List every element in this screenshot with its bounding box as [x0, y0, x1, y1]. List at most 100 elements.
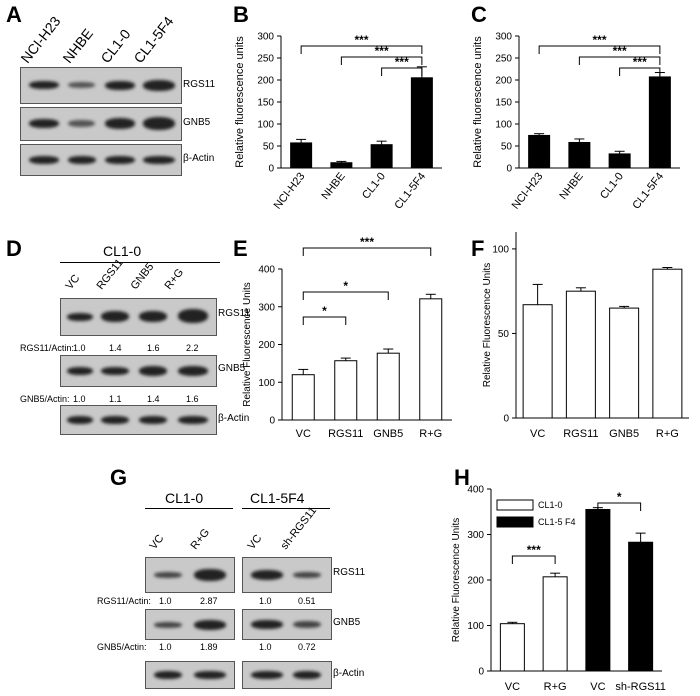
panel-label-g: G: [110, 465, 128, 490]
blot-actin-cl15f4: [242, 661, 332, 689]
bar-h: [542, 576, 568, 672]
x-tick-label-h: R+G: [544, 681, 567, 693]
x-tick-label-c: NHBE: [557, 170, 585, 201]
y-axis-label-b: Relative fluorescence units: [234, 36, 246, 168]
significance-label-b: ***: [354, 33, 368, 47]
y-tick-label-e: 300: [258, 302, 275, 313]
significance-label-c: ***: [592, 33, 606, 47]
y-tick-label-c: 200: [495, 76, 512, 87]
group-label: CL1-0: [165, 490, 204, 506]
x-tick-label-h: sh-RGS11: [615, 681, 666, 693]
y-tick-label-f: 100: [492, 244, 509, 255]
significance-label-e: *: [322, 304, 327, 318]
significance-bracket-b: [340, 56, 423, 65]
blot-label: β-Actin: [218, 413, 250, 424]
y-tick-label-b: 50: [263, 142, 275, 153]
blot-rgs11-cl15f4: [242, 557, 332, 593]
y-tick-label-e: 100: [258, 378, 275, 389]
y-tick-label-b: 300: [257, 32, 274, 43]
blot-gnb5-cl10: [145, 609, 235, 640]
y-tick-label-b: 250: [257, 54, 274, 65]
ratio-value: 1.0: [73, 394, 86, 404]
ratio-label: RGS11/Actin:: [97, 596, 151, 606]
y-tick-label-e: 400: [258, 265, 275, 276]
y-axis-label-h: Relative Fluorescence Units: [451, 518, 462, 643]
y-tick-label-c: 100: [495, 120, 512, 131]
significance-bracket-b: [300, 45, 423, 54]
y-tick-label-f: 0: [503, 414, 509, 425]
ratio-value: 1.6: [147, 343, 160, 353]
legend-swatch-h: [496, 516, 534, 528]
x-tick-label-f: VC: [530, 428, 545, 440]
blot-gnb5: [20, 107, 182, 141]
legend-swatch-h: [496, 499, 534, 511]
ratio-label: RGS11/Actin:: [20, 343, 74, 353]
bar-e: [291, 374, 315, 421]
x-tick-label-e: R+G: [419, 428, 442, 440]
group-line: [242, 508, 330, 509]
y-axis-label-e: Relative Fluorescence Units: [242, 282, 253, 407]
y-tick-label-h: 0: [478, 667, 484, 678]
y-tick-label-b: 100: [257, 120, 274, 131]
y-tick-label-e: 200: [258, 340, 275, 351]
blot-rgs11-cl10: [145, 557, 235, 593]
x-tick-label-b: NCI-H23: [272, 170, 308, 211]
ratio-value: 1.1: [109, 394, 122, 404]
panel-label-a: A: [6, 2, 22, 27]
bar-c: [528, 134, 551, 169]
bar-f: [609, 307, 640, 419]
bar-e: [376, 352, 400, 421]
x-tick-label-f: RGS11: [563, 428, 598, 440]
blot-label: GNB5: [333, 617, 361, 628]
group-line: [60, 262, 220, 263]
blot-label: RGS11: [333, 567, 366, 578]
bar-b: [370, 144, 393, 169]
blot-label: RGS11: [183, 79, 216, 90]
blot-gnb5: [60, 355, 217, 387]
bar-f: [522, 304, 553, 419]
legend-label-h: CL1-5 F4: [538, 517, 576, 527]
panel-label-e: E: [233, 236, 248, 261]
x-tick-label-f: GNB5: [609, 428, 639, 440]
blot-rgs11: [20, 67, 182, 104]
bar-c: [608, 153, 631, 169]
panel-label-c: C: [471, 2, 487, 27]
significance-label-b: ***: [375, 44, 389, 58]
significance-bracket-c: [538, 45, 661, 54]
significance-label-c: ***: [613, 44, 627, 58]
group-label: CL1-0: [103, 243, 142, 259]
significance-label-e: *: [343, 279, 348, 293]
y-tick-label-h: 100: [467, 621, 484, 632]
x-tick-label-h: VC: [505, 681, 520, 693]
blot-rgs11: [60, 298, 217, 336]
blot-actin: [60, 405, 217, 435]
significance-bracket-c: [578, 56, 661, 65]
significance-bracket-e: [302, 291, 389, 300]
bar-b: [410, 77, 433, 169]
bar-h: [499, 623, 525, 672]
y-tick-label-b: 200: [257, 76, 274, 87]
y-tick-label-h: 300: [467, 530, 484, 541]
ratio-value: 1.89: [200, 642, 218, 652]
y-tick-label-c: 0: [506, 164, 512, 175]
y-tick-label-b: 150: [257, 98, 274, 109]
significance-bracket-c: [619, 67, 661, 76]
ratio-value: 1.4: [147, 394, 160, 404]
blot-label: RGS11: [218, 308, 251, 319]
bar-f: [565, 290, 596, 419]
panel-label-f: F: [471, 236, 485, 261]
bar-f: [652, 268, 683, 419]
y-tick-label-h: 400: [467, 485, 484, 496]
group-line: [145, 508, 233, 509]
blot-actin-cl10: [145, 661, 235, 689]
bar-e: [334, 360, 358, 421]
significance-bracket-h: [597, 502, 642, 511]
ratio-value: 1.4: [109, 343, 122, 353]
y-tick-label-c: 50: [501, 142, 513, 153]
y-tick-label-e: 0: [269, 416, 275, 427]
bar-b: [290, 142, 313, 169]
x-tick-label-b: CL1-0: [360, 170, 388, 201]
x-tick-label-e: VC: [296, 428, 311, 440]
y-tick-label-h: 200: [467, 576, 484, 587]
bar-h: [585, 508, 611, 672]
